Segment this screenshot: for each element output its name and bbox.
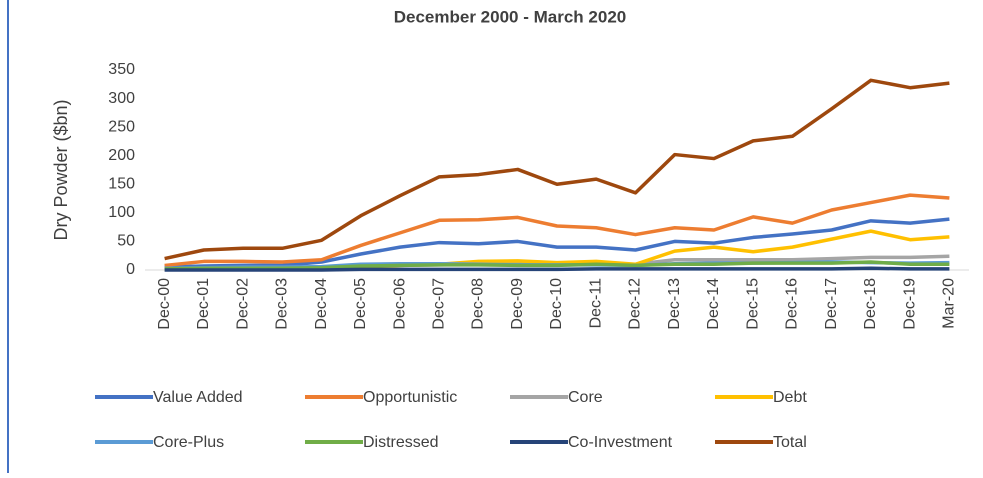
y-tick-label: 50	[117, 233, 135, 250]
legend-label: Distressed	[363, 434, 439, 451]
series-line	[164, 193, 950, 268]
legend-label: Total	[773, 434, 807, 451]
x-tick-label: Dec-17	[823, 278, 840, 330]
y-axis-label: Dry Powder ($bn)	[51, 99, 71, 240]
x-tick-label: Dec-11	[587, 278, 604, 328]
legend-label: Core-Plus	[153, 434, 224, 451]
x-tick-label: Dec-00	[156, 278, 173, 330]
x-tick-label: Mar-20	[941, 278, 958, 329]
y-tick-label: 350	[108, 61, 135, 78]
x-tick-label: Dec-06	[391, 278, 408, 330]
x-tick-label: Dec-18	[862, 278, 879, 330]
x-tick-label: Dec-10	[548, 278, 565, 330]
x-tick-label: Dec-02	[234, 278, 251, 330]
x-tick-label: Dec-14	[705, 278, 722, 330]
x-tick-label: Dec-08	[470, 278, 487, 330]
legend-label: Co-Investment	[568, 434, 673, 451]
x-tick-label: Dec-03	[274, 278, 291, 330]
x-tick-label: Dec-07	[431, 278, 448, 330]
legend-label: Debt	[773, 389, 807, 406]
x-tick-label: Dec-04	[313, 278, 330, 330]
x-tick-label: Dec-16	[784, 278, 801, 330]
y-tick-label: 250	[108, 118, 135, 135]
x-tick-label: Dec-01	[195, 278, 212, 330]
legend-label: Value Added	[153, 389, 243, 406]
series-line	[164, 78, 950, 261]
legend-label: Opportunistic	[363, 389, 457, 406]
y-tick-label: 0	[126, 261, 135, 278]
y-tick-label: 200	[108, 147, 135, 164]
x-tick-label: Dec-05	[352, 278, 369, 330]
legend-label: Core	[568, 389, 603, 406]
series-line	[164, 260, 950, 271]
y-tick-label: 150	[108, 176, 135, 193]
series-line	[164, 217, 950, 269]
x-tick-label: Dec-15	[744, 278, 761, 330]
x-tick-label: Dec-12	[627, 278, 644, 330]
chart-title: December 2000 - March 2020	[394, 7, 626, 26]
series-line	[164, 266, 950, 272]
x-tick-label: Dec-09	[509, 278, 526, 330]
x-tick-label: Dec-13	[666, 278, 683, 330]
y-tick-label: 100	[108, 204, 135, 221]
y-tick-label: 300	[108, 90, 135, 107]
x-tick-label: Dec-19	[901, 278, 918, 330]
